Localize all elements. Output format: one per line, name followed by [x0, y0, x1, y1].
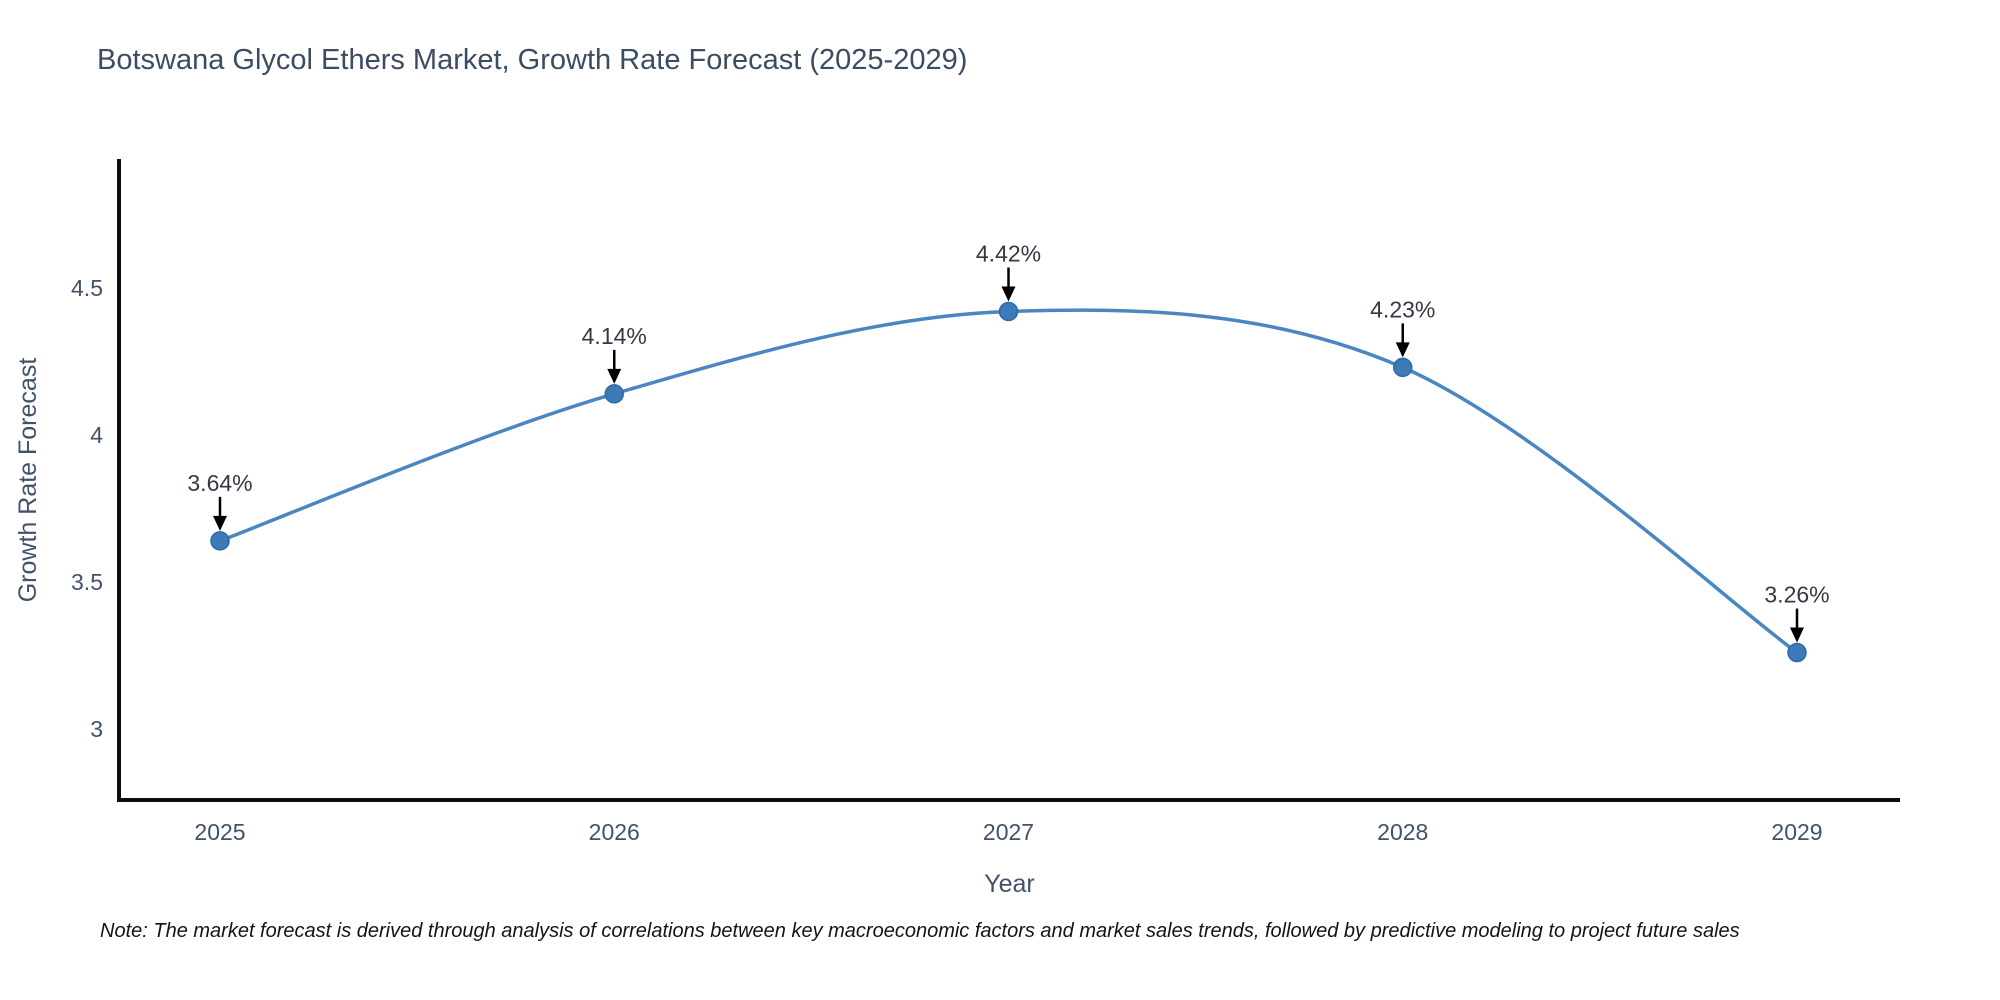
x-tick-label: 2026 [589, 819, 640, 845]
annotation-arrow-head [1790, 627, 1804, 643]
chart-title: Botswana Glycol Ethers Market, Growth Ra… [97, 44, 968, 76]
y-tick-label: 3.5 [71, 569, 103, 595]
annotation-arrow-head [213, 515, 227, 531]
annotation-label: 3.26% [1764, 582, 1829, 608]
y-tick-label: 4 [90, 422, 103, 448]
annotation-label: 4.42% [976, 241, 1041, 267]
annotation-label: 4.23% [1370, 296, 1435, 322]
x-tick-label: 2029 [1771, 819, 1822, 845]
data-point-marker [1787, 642, 1807, 663]
annotation-arrow-head [1001, 286, 1016, 302]
annotation-label: 4.14% [582, 323, 647, 349]
axis-spines [117, 159, 1900, 802]
x-tick-label: 2028 [1377, 819, 1428, 845]
x-tick-label: 2025 [194, 819, 245, 845]
annotation-arrow-head [1395, 342, 1410, 358]
data-point-marker [998, 301, 1019, 322]
footnote: Note: The market forecast is derived thr… [100, 920, 1740, 942]
forecast-line [218, 308, 1799, 655]
annotation-arrow-head [607, 368, 622, 384]
data-point-marker [1393, 357, 1413, 378]
y-tick-label: 3 [90, 716, 103, 742]
y-axis-title: Growth Rate Forecast [14, 358, 42, 603]
annotation-label: 3.64% [187, 470, 252, 496]
data-point-marker [604, 384, 624, 404]
x-tick-label: 2027 [983, 819, 1034, 845]
y-tick-label: 4.5 [71, 275, 103, 301]
x-axis-title: Year [984, 870, 1035, 898]
data-point-marker [210, 531, 230, 551]
